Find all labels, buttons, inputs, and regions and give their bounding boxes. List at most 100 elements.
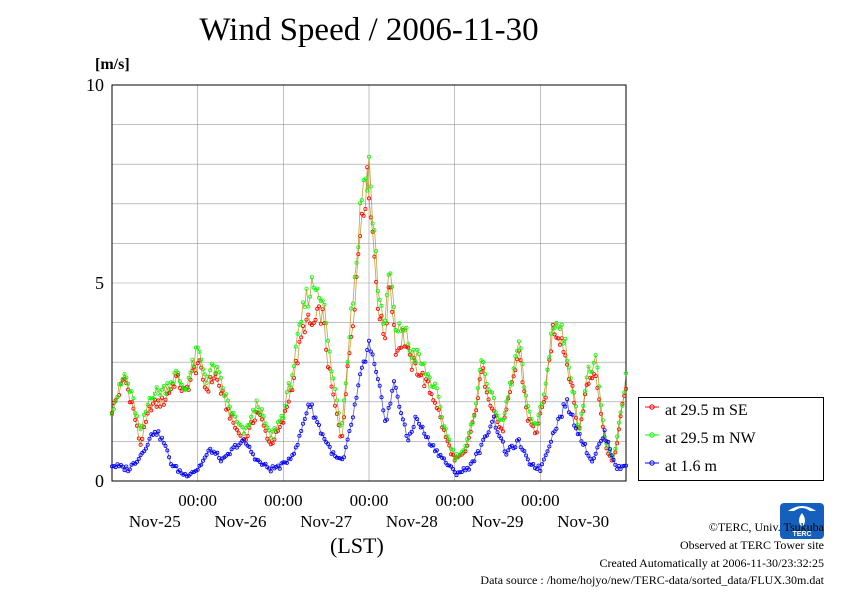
data-point [579,439,584,444]
data-point [143,419,148,424]
data-point [167,390,172,395]
x-day-label: Nov-26 [215,512,267,531]
data-point [395,394,400,399]
data-point [263,461,268,466]
data-point [299,428,304,433]
data-point [277,418,282,423]
data-point [377,383,382,388]
data-point [149,408,154,413]
data-point [438,452,443,457]
data-point [218,391,223,396]
data-point [211,363,216,368]
data-point [349,422,354,427]
data-point [558,342,563,347]
data-point [547,354,552,359]
data-point [543,453,548,458]
data-point [229,411,234,416]
data-point [568,376,573,381]
data-point [368,349,373,354]
data-point [315,420,320,425]
data-point [481,360,486,365]
data-point [256,405,261,410]
data-point [177,379,182,384]
data-point [391,304,396,309]
data-point [470,421,475,426]
data-point [136,456,141,461]
data-point [570,383,575,388]
data-point [563,336,568,341]
data-point [147,436,152,441]
data-point [457,452,462,457]
data-point [381,321,386,326]
data-point [490,390,495,395]
data-point [324,321,329,326]
data-point [286,399,291,404]
data-point [429,384,434,389]
data-point [138,442,143,447]
data-point [331,450,336,455]
data-point [545,367,550,372]
data-point [331,376,336,381]
data-point [522,389,527,394]
data-point [538,404,543,409]
data-point [540,401,545,406]
data-point [620,464,625,469]
data-point [504,399,509,404]
data-point [295,331,300,336]
data-point [516,437,521,442]
footer-created: Created Automatically at 2006-11-30/23:3… [599,556,824,570]
data-point [227,404,232,409]
data-point [413,359,418,364]
data-point [599,438,604,443]
data-point [534,430,539,435]
data-point [313,317,318,322]
data-point [384,417,389,422]
data-point [416,352,421,357]
data-point [395,329,400,334]
data-point [306,312,311,317]
data-point [215,450,220,455]
data-point [366,338,371,343]
data-point [445,434,450,439]
data-point [600,424,605,429]
data-point [486,387,491,392]
data-point [613,462,618,467]
data-point [440,455,445,460]
data-point [375,289,380,294]
data-point [593,353,598,358]
data-point [584,375,589,380]
data-point [225,398,230,403]
data-point [477,451,482,456]
data-point [231,420,236,425]
data-point [622,463,627,468]
data-point [481,366,486,371]
data-point [445,463,450,468]
data-point [470,459,475,464]
data-point [206,389,211,394]
data-point [436,407,441,412]
data-point [245,423,250,428]
data-point [361,213,366,218]
data-point [457,470,462,475]
data-point [416,421,421,426]
data-point [461,448,466,453]
data-point [420,424,425,429]
data-point [170,464,175,469]
data-point [293,344,298,349]
data-point [402,344,407,349]
legend-item-se: at 29.5 m SE [645,402,748,420]
data-point [329,384,334,389]
data-point [261,413,266,418]
data-point [602,428,607,433]
data-point [365,188,370,193]
data-point [515,357,520,362]
data-point [536,413,541,418]
data-point [572,423,577,428]
data-point [343,381,348,386]
data-point [356,245,361,250]
x-tick-label: 00:00 [435,491,474,510]
data-point [522,449,527,454]
data-point [199,462,204,467]
data-point [474,408,479,413]
x-day-label: Nov-28 [386,512,438,531]
